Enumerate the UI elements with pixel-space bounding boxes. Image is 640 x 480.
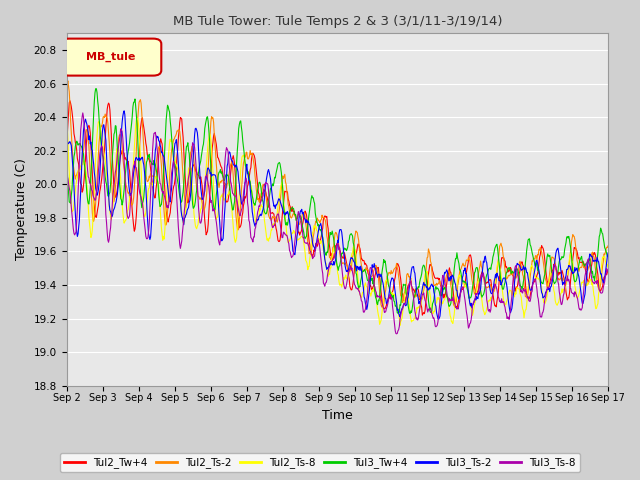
X-axis label: Time: Time xyxy=(322,409,353,422)
Tul2_Tw+4 xyxy=(475,286,483,292)
Tul3_Ts-2 xyxy=(475,290,483,296)
Tul2_Tw+4 xyxy=(97,185,104,191)
Tul3_Ts-8 xyxy=(393,331,401,337)
Tul3_Tw+4 xyxy=(92,86,99,92)
Tul3_Ts-8 xyxy=(79,110,86,116)
Tul2_Ts-2 xyxy=(531,256,538,262)
Tul3_Ts-2 xyxy=(63,144,70,150)
Tul3_Ts-2 xyxy=(408,264,416,270)
Line: Tul2_Tw+4: Tul2_Tw+4 xyxy=(67,101,608,315)
Line: Tul3_Ts-2: Tul3_Ts-2 xyxy=(67,111,608,319)
Tul3_Tw+4 xyxy=(409,300,417,306)
Tul2_Ts-8 xyxy=(377,318,385,324)
Tul2_Ts-8 xyxy=(474,278,482,284)
Tul3_Ts-8 xyxy=(63,166,70,171)
Tul3_Tw+4 xyxy=(475,275,483,280)
Tul2_Ts-8 xyxy=(392,295,399,300)
Tul3_Ts-2 xyxy=(531,271,538,276)
Tul3_Ts-2 xyxy=(604,250,612,256)
Tul3_Ts-8 xyxy=(378,298,385,304)
Tul3_Ts-8 xyxy=(604,268,612,274)
Line: Tul2_Ts-8: Tul2_Ts-8 xyxy=(67,112,608,325)
Tul2_Tw+4 xyxy=(63,150,70,156)
Tul2_Ts-8 xyxy=(604,264,612,270)
Line: Tul3_Ts-8: Tul3_Ts-8 xyxy=(67,113,608,334)
Tul2_Ts-2 xyxy=(604,243,612,249)
Tul3_Tw+4 xyxy=(531,258,538,264)
Tul3_Ts-8 xyxy=(97,147,104,153)
Tul3_Ts-2 xyxy=(435,316,442,322)
Tul2_Tw+4 xyxy=(604,267,612,273)
Tul3_Ts-8 xyxy=(392,331,400,336)
Tul3_Tw+4 xyxy=(392,303,400,309)
Y-axis label: Temperature (C): Temperature (C) xyxy=(15,158,28,261)
Tul2_Ts-8 xyxy=(408,318,416,324)
Tul2_Ts-8 xyxy=(530,266,538,272)
Tul3_Tw+4 xyxy=(604,253,612,259)
Tul3_Ts-2 xyxy=(120,108,128,114)
Tul2_Tw+4 xyxy=(378,294,385,300)
Tul3_Ts-2 xyxy=(378,274,385,279)
Tul2_Ts-2 xyxy=(475,269,483,275)
Tul2_Tw+4 xyxy=(392,268,400,274)
Tul2_Tw+4 xyxy=(531,278,538,284)
Line: Tul2_Ts-2: Tul2_Ts-2 xyxy=(67,81,608,308)
Tul3_Ts-8 xyxy=(475,288,483,294)
Title: MB Tule Tower: Tule Temps 2 & 3 (3/1/11-3/19/14): MB Tule Tower: Tule Temps 2 & 3 (3/1/11-… xyxy=(173,15,502,28)
Tul2_Ts-2 xyxy=(97,127,104,132)
Line: Tul3_Tw+4: Tul3_Tw+4 xyxy=(67,89,608,313)
Tul3_Ts-8 xyxy=(409,289,417,295)
Tul2_Tw+4 xyxy=(408,286,416,291)
Tul2_Tw+4 xyxy=(419,312,426,318)
Tul2_Ts-2 xyxy=(378,304,385,310)
Tul2_Ts-2 xyxy=(380,305,387,311)
Tul3_Tw+4 xyxy=(378,272,385,277)
Legend: Tul2_Tw+4, Tul2_Ts-2, Tul2_Ts-8, Tul3_Tw+4, Tul3_Ts-2, Tul3_Ts-8: Tul2_Tw+4, Tul2_Ts-2, Tul2_Ts-8, Tul3_Tw… xyxy=(60,453,580,472)
Tul2_Ts-8 xyxy=(63,109,70,115)
Tul2_Ts-8 xyxy=(396,323,404,328)
Tul3_Tw+4 xyxy=(63,150,70,156)
Tul3_Tw+4 xyxy=(97,134,104,140)
Tul3_Ts-2 xyxy=(392,294,400,300)
Tul2_Ts-2 xyxy=(63,88,70,94)
FancyBboxPatch shape xyxy=(61,38,161,76)
Tul2_Ts-2 xyxy=(393,261,401,266)
Tul3_Ts-8 xyxy=(531,277,538,283)
Tul2_Tw+4 xyxy=(66,98,74,104)
Tul2_Ts-2 xyxy=(409,290,417,296)
Tul2_Ts-2 xyxy=(64,78,72,84)
Text: MB_tule: MB_tule xyxy=(86,52,136,62)
Tul2_Ts-8 xyxy=(96,121,104,127)
Tul3_Ts-2 xyxy=(96,172,104,178)
Tul3_Tw+4 xyxy=(406,311,414,316)
